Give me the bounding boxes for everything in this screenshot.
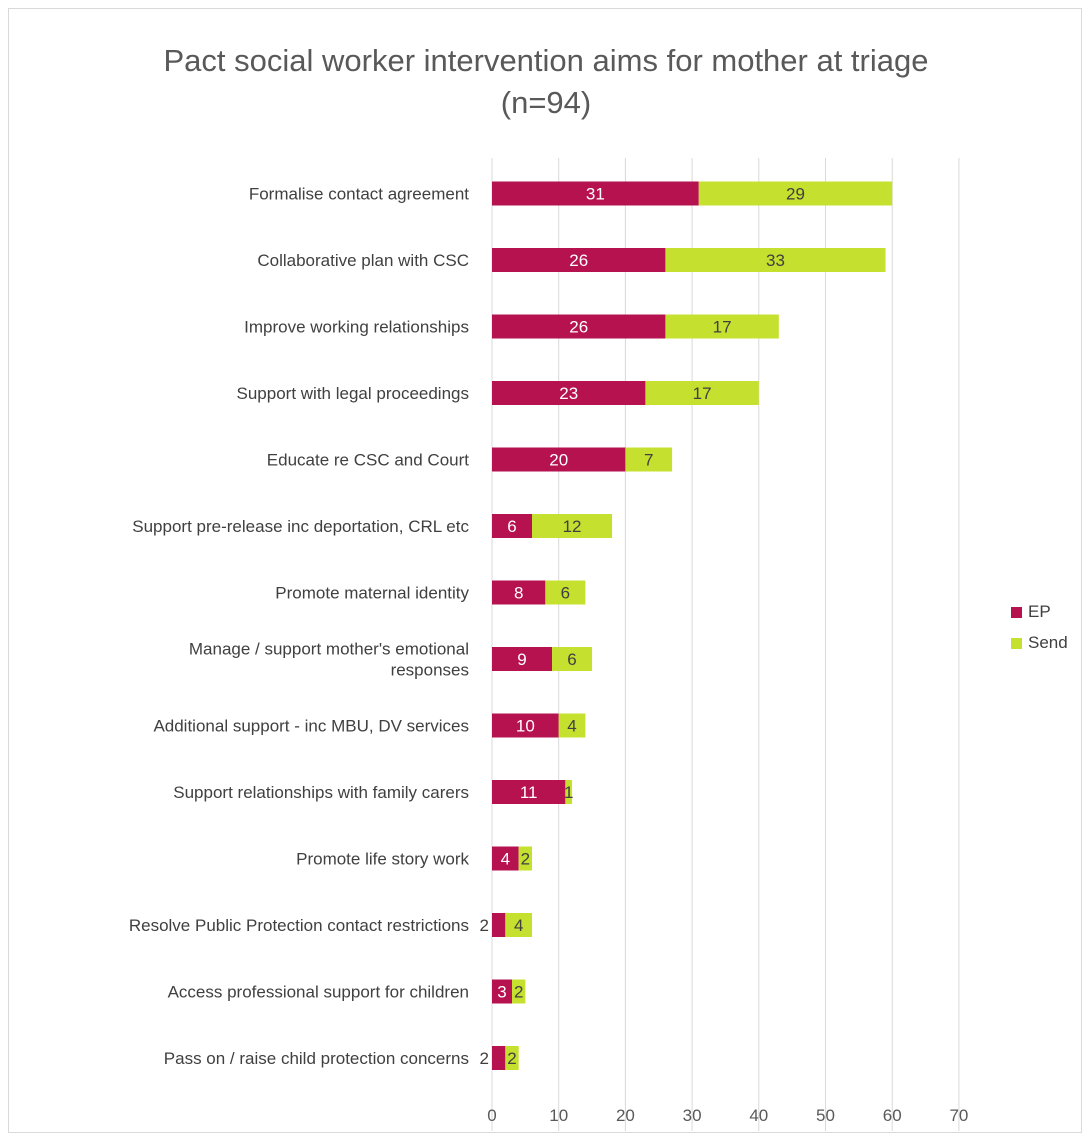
bar-ep-0 [492, 181, 699, 206]
category-label-10: Promote life story work [296, 850, 469, 869]
bar-send-0 [698, 181, 893, 206]
bar-ep-5 [492, 514, 533, 538]
bar-send-13 [505, 1046, 519, 1070]
bar-send-4 [625, 447, 673, 472]
category-label-13: Pass on / raise child protection concern… [164, 1049, 469, 1068]
bar-send-12 [512, 979, 526, 1004]
data-label-send-4: 7 [644, 451, 653, 470]
data-label-send-1: 33 [766, 251, 785, 270]
x-tick-label-10: 10 [549, 1106, 568, 1125]
bar-ep-6 [492, 580, 546, 605]
category-label-7: Manage / support mother's emotional respo… [189, 640, 469, 680]
data-label-send-13: 2 [507, 1049, 516, 1068]
bar-ep-2 [492, 314, 666, 339]
bar-ep-9 [492, 780, 566, 804]
data-label-send-8: 4 [567, 717, 576, 736]
bar-send-7 [552, 647, 593, 671]
category-label-9: Support relationships with family carers [173, 783, 469, 802]
data-label-ep-13: 2 [480, 1049, 489, 1068]
bar-send-2 [665, 314, 779, 339]
chart-title: Pact social worker intervention aims for… [0, 40, 1092, 124]
bar-ep-13 [492, 1046, 506, 1070]
data-label-ep-10: 4 [501, 850, 510, 869]
category-label-12: Access professional support for children [168, 983, 469, 1002]
data-label-ep-1: 26 [569, 251, 588, 270]
data-label-ep-0: 31 [586, 185, 605, 204]
bar-send-5 [532, 514, 613, 538]
data-label-send-7: 6 [567, 650, 576, 669]
category-label-2: Improve working relationships [244, 318, 469, 337]
x-tick-label-40: 40 [749, 1106, 768, 1125]
data-label-send-9: 1 [564, 783, 573, 802]
legend-label-ep: EP [1028, 602, 1051, 621]
data-label-send-11: 4 [514, 916, 523, 935]
legend: EP Send [1011, 602, 1068, 652]
category-label-0: Formalise contact agreement [249, 185, 469, 204]
category-label-4: Educate re CSC and Court [267, 451, 469, 470]
data-label-ep-12: 3 [497, 983, 506, 1002]
bar-ep-8 [492, 713, 559, 738]
data-label-ep-5: 6 [507, 517, 516, 536]
data-label-send-2: 17 [713, 318, 732, 337]
data-label-ep-2: 26 [569, 318, 588, 337]
category-label-8: Additional support - inc MBU, DV service… [153, 717, 469, 736]
data-label-send-3: 17 [693, 384, 712, 403]
data-label-ep-4: 20 [549, 451, 568, 470]
data-label-ep-8: 10 [516, 717, 535, 736]
bar-ep-12 [492, 979, 513, 1004]
bar-ep-7 [492, 647, 553, 671]
data-label-ep-11: 2 [480, 916, 489, 935]
legend-label-send: Send [1028, 633, 1068, 652]
category-label-5: Support pre-release inc deportation, CRL… [132, 517, 469, 536]
x-tick-label-0: 0 [487, 1106, 496, 1125]
category-label-3: Support with legal proceedings [237, 384, 469, 403]
x-tick-label-50: 50 [816, 1106, 835, 1125]
bar-send-3 [645, 381, 759, 405]
category-labels: Formalise contact agreement Collaborative… [129, 185, 470, 1069]
data-label-send-10: 2 [521, 850, 530, 869]
bar-send-10 [518, 846, 533, 871]
data-label-ep-9: 11 [520, 783, 538, 802]
data-label-send-0: 29 [786, 185, 805, 204]
bar-ep-10 [492, 846, 519, 871]
data-label-ep-3: 23 [559, 384, 578, 403]
bar-send-6 [545, 580, 586, 605]
chart-title-line-1: Pact social worker intervention aims for… [163, 43, 929, 78]
chart-title-line-2: (n=94) [500, 85, 592, 120]
data-label-ep-6: 8 [514, 584, 523, 603]
bar-send-9 [565, 780, 573, 804]
x-tick-label-60: 60 [883, 1106, 902, 1125]
category-label-11: Resolve Public Protection contact restri… [129, 916, 469, 935]
legend-swatch-send [1011, 638, 1022, 649]
bar-ep-4 [492, 447, 626, 472]
x-axis-tick-labels: 0 10 20 30 40 50 60 70 [487, 1106, 968, 1125]
x-tick-label-20: 20 [616, 1106, 635, 1125]
data-label-send-6: 6 [561, 584, 570, 603]
bar-send-8 [558, 713, 586, 738]
gridlines [491, 158, 960, 1131]
bar-ep-1 [492, 248, 666, 272]
bar-ep-3 [492, 381, 646, 405]
data-label-send-5: 12 [563, 517, 582, 536]
data-label-ep-7: 9 [517, 650, 526, 669]
x-tick-label-30: 30 [683, 1106, 702, 1125]
category-label-1: Collaborative plan with CSC [257, 251, 469, 270]
legend-swatch-ep [1011, 607, 1022, 618]
x-tick-label-70: 70 [949, 1106, 968, 1125]
bar-send-1 [665, 248, 886, 272]
category-label-6: Promote maternal identity [275, 584, 469, 603]
bar-ep-11 [492, 913, 506, 937]
bar-send-11 [505, 913, 533, 937]
data-label-send-12: 2 [514, 983, 523, 1002]
